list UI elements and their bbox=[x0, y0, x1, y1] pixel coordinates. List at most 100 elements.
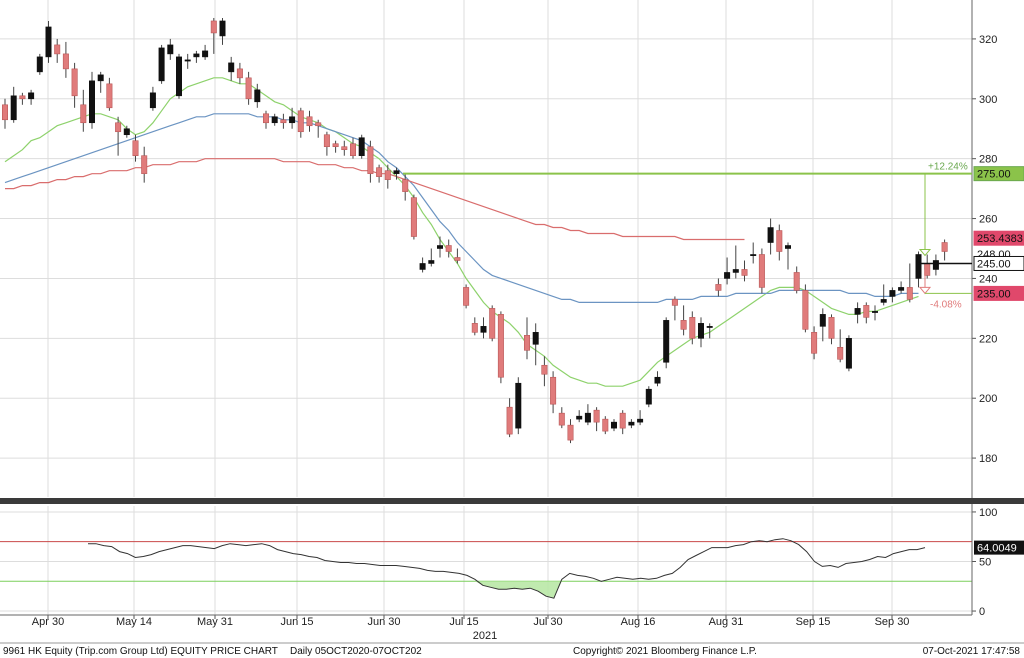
candle bbox=[54, 38, 61, 63]
candle bbox=[941, 239, 948, 261]
candle-body bbox=[541, 364, 548, 375]
candle bbox=[341, 140, 348, 156]
candle bbox=[932, 254, 939, 276]
candle bbox=[271, 113, 278, 126]
candle bbox=[280, 113, 287, 129]
candle bbox=[593, 407, 600, 432]
candle-body bbox=[62, 53, 69, 70]
candle-body bbox=[210, 20, 217, 34]
price-tick-label: 260 bbox=[979, 214, 997, 226]
candle-body bbox=[289, 116, 296, 124]
candle bbox=[97, 71, 104, 93]
candle-body bbox=[845, 338, 852, 369]
candle bbox=[315, 119, 322, 138]
stop-price-tag bbox=[973, 285, 1024, 301]
candle bbox=[123, 125, 130, 138]
candle-body bbox=[393, 170, 400, 174]
candle-body bbox=[80, 104, 87, 124]
candle-body bbox=[576, 415, 583, 420]
candle-body bbox=[497, 314, 504, 378]
candle bbox=[898, 281, 905, 294]
candle-body bbox=[619, 412, 626, 429]
x-tick-label: Apr 30 bbox=[32, 616, 64, 628]
candle-body bbox=[297, 110, 304, 133]
candle-body bbox=[593, 409, 600, 423]
x-tick-label: Jun 15 bbox=[280, 616, 313, 628]
candle bbox=[558, 407, 565, 429]
candle-body bbox=[480, 326, 487, 333]
candle-body bbox=[532, 332, 539, 345]
candle bbox=[680, 305, 687, 336]
candle-body bbox=[906, 287, 913, 300]
candle bbox=[724, 257, 731, 285]
candle bbox=[758, 248, 765, 294]
candle-body bbox=[323, 134, 330, 148]
candle bbox=[863, 302, 870, 324]
candle-body bbox=[776, 230, 783, 252]
candle-body bbox=[158, 47, 165, 82]
target-price-label: 275.00 bbox=[977, 169, 1011, 181]
candle bbox=[663, 317, 670, 369]
candle-body bbox=[489, 308, 496, 339]
candle-body bbox=[932, 260, 939, 270]
candle bbox=[19, 92, 26, 105]
candle-body bbox=[811, 332, 818, 354]
candle-body bbox=[10, 95, 17, 121]
moving-average-line bbox=[4, 113, 919, 303]
candle-body bbox=[750, 254, 757, 256]
candle-body bbox=[741, 269, 748, 276]
x-tick-label: Jun 30 bbox=[367, 616, 400, 628]
candle bbox=[184, 53, 191, 69]
candle-body bbox=[671, 299, 678, 306]
candle-body bbox=[19, 95, 26, 100]
candle bbox=[637, 410, 644, 426]
candle bbox=[149, 86, 156, 111]
rsi-line bbox=[88, 538, 926, 599]
candle-body bbox=[454, 257, 461, 261]
candle-body bbox=[471, 323, 478, 333]
candle bbox=[602, 416, 609, 435]
candle bbox=[628, 419, 635, 429]
candle bbox=[167, 38, 174, 60]
candle bbox=[715, 278, 722, 297]
candle bbox=[497, 311, 504, 384]
candle-body bbox=[193, 53, 200, 58]
candle-body bbox=[828, 317, 835, 339]
x-tick-label: Jul 30 bbox=[533, 616, 562, 628]
candle-body bbox=[271, 116, 278, 124]
candle bbox=[610, 419, 617, 432]
candle-body bbox=[54, 44, 61, 55]
candle-body bbox=[663, 320, 670, 363]
candle bbox=[10, 86, 17, 123]
candle-body bbox=[228, 62, 235, 73]
candle-body bbox=[132, 140, 139, 156]
timestamp-text: 07-Oct-2021 17:47:58 bbox=[923, 646, 1021, 657]
candle bbox=[619, 410, 626, 435]
candle bbox=[828, 314, 835, 345]
candle bbox=[158, 44, 165, 84]
candle-body bbox=[697, 323, 704, 339]
price-panel bbox=[1, 17, 948, 444]
candle-body bbox=[463, 287, 470, 306]
candle bbox=[202, 44, 209, 60]
candle bbox=[489, 305, 496, 342]
candle-body bbox=[167, 44, 174, 55]
candle-body bbox=[184, 59, 191, 62]
candle bbox=[141, 146, 148, 183]
x-tick-label: May 14 bbox=[116, 616, 152, 628]
axes: 180 200 220 240 260 280 300 320 0 50 100 Apr 30 May … bbox=[0, 0, 1024, 644]
candle bbox=[254, 83, 261, 108]
candle bbox=[706, 323, 713, 339]
candle-body bbox=[819, 314, 826, 327]
candle-body bbox=[149, 92, 156, 109]
candle bbox=[36, 53, 43, 75]
candle-body bbox=[767, 227, 774, 243]
candle bbox=[454, 248, 461, 264]
candle-body bbox=[863, 305, 870, 318]
candle bbox=[567, 419, 574, 444]
candle-body bbox=[915, 254, 922, 279]
candle bbox=[176, 53, 183, 99]
candle bbox=[323, 131, 330, 156]
candle bbox=[550, 371, 557, 414]
candle bbox=[436, 236, 443, 258]
